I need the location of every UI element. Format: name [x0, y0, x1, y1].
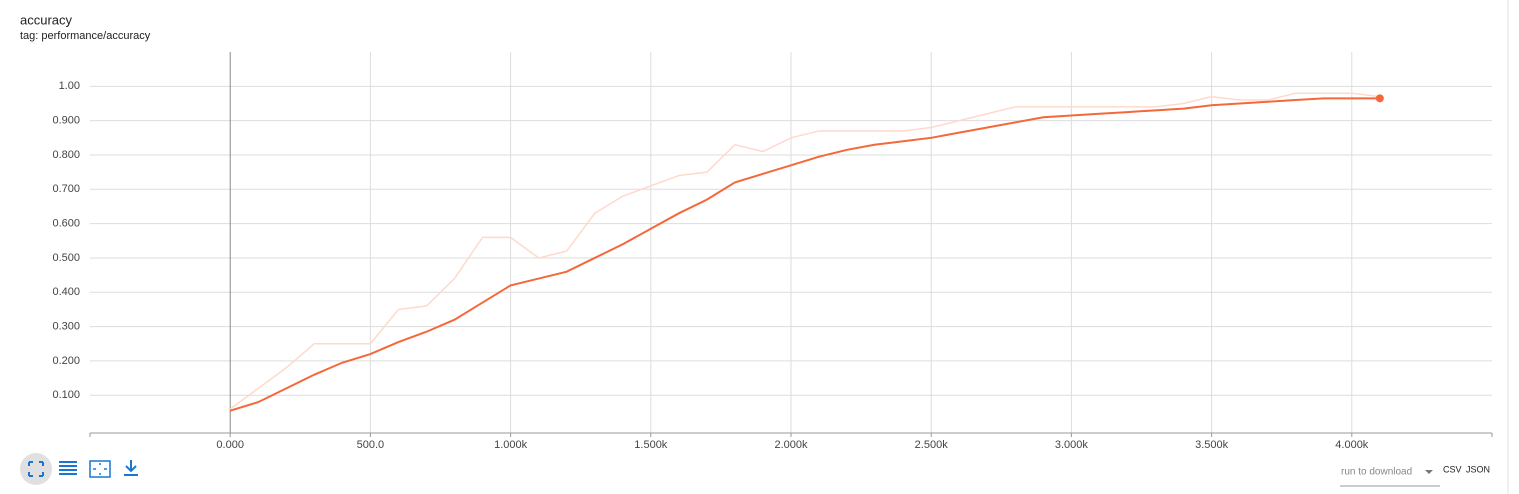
- dropdown-arrow: [1425, 470, 1433, 474]
- x-tick-label: 2.500k: [915, 439, 949, 451]
- chart-subtitle: tag: performance/accuracy: [20, 30, 151, 42]
- run-select[interactable]: run to download: [1341, 467, 1412, 478]
- x-tick-label: 0.000: [216, 439, 244, 451]
- fit-icon: [93, 463, 107, 475]
- x-tick-label: 1.500k: [634, 439, 668, 451]
- last-point: [1375, 94, 1384, 103]
- y-tick-label: 0.900: [52, 115, 80, 127]
- y-tick-label: 0.600: [52, 218, 80, 230]
- y-tick-label: 0.400: [52, 286, 80, 298]
- fullscreen-button[interactable]: [20, 453, 52, 485]
- series-line: [229, 97, 1380, 412]
- chart-title: accuracy: [20, 12, 73, 27]
- y-tick-label: 1.00: [59, 80, 80, 92]
- y-tick-label: 0.200: [52, 355, 80, 367]
- download-button[interactable]: [124, 460, 138, 476]
- y-tick-label: 0.100: [52, 389, 80, 401]
- csv-link[interactable]: CSV: [1443, 464, 1462, 474]
- y-tick-label: 0.700: [52, 183, 80, 195]
- y-tick-label: 0.300: [52, 321, 80, 333]
- log-scale-button[interactable]: [59, 461, 77, 475]
- json-link[interactable]: JSON: [1466, 464, 1490, 474]
- fullscreen-icon: [28, 461, 44, 477]
- x-tick-label: 1.000k: [494, 439, 528, 451]
- x-tick-label: 3.000k: [1055, 439, 1089, 451]
- x-tick-label: 3.500k: [1195, 439, 1229, 451]
- toolbar: [20, 453, 138, 485]
- x-tick-label: 2.000k: [774, 439, 808, 451]
- y-tick-label: 0.800: [52, 149, 80, 161]
- x-tick-label: 500.0: [357, 439, 385, 451]
- y-tick-label: 0.500: [52, 252, 80, 264]
- x-tick-label: 4.000k: [1335, 439, 1369, 451]
- series-line: [229, 92, 1380, 410]
- fit-domain-button[interactable]: [89, 460, 111, 478]
